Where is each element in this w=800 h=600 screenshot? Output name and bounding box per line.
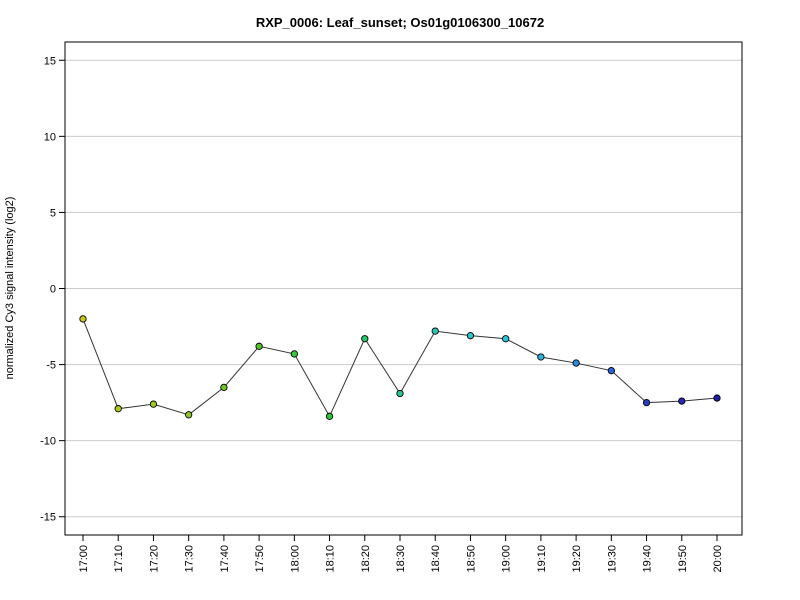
y-tick-label: 15 xyxy=(44,55,56,67)
data-point xyxy=(431,327,439,335)
x-tick-label: 19:30 xyxy=(606,545,618,573)
data-point xyxy=(220,383,228,392)
data-point xyxy=(290,350,298,358)
y-tick-label: -5 xyxy=(46,360,56,372)
y-tick-label: 5 xyxy=(50,207,56,219)
data-point xyxy=(642,398,651,407)
x-tick-label: 17:20 xyxy=(148,545,160,573)
y-axis: -15 -10 -5 0 5 10 15 xyxy=(40,55,65,524)
y-tick-label: -15 xyxy=(40,512,56,524)
x-tick-label: 18:30 xyxy=(395,545,407,573)
x-tick-label: 18:50 xyxy=(465,545,477,573)
data-point xyxy=(255,342,263,350)
x-tick-label: 17:10 xyxy=(113,545,125,573)
data-point xyxy=(114,405,122,413)
x-tick-label: 19:40 xyxy=(642,545,654,573)
x-tick-label: 17:30 xyxy=(184,545,196,573)
data-point xyxy=(607,367,615,375)
gridlines xyxy=(65,59,742,518)
x-tick-label: 18:10 xyxy=(325,545,337,573)
data-point xyxy=(79,315,87,323)
data-point xyxy=(185,411,193,419)
y-tick-label: 10 xyxy=(44,131,56,143)
data-point xyxy=(502,335,510,343)
x-tick-label: 19:20 xyxy=(571,545,583,573)
data-point xyxy=(396,389,404,398)
x-tick-label: 19:00 xyxy=(501,545,513,573)
data-point xyxy=(713,394,721,402)
x-tick-label: 17:50 xyxy=(254,545,266,573)
x-tick-label: 18:20 xyxy=(360,545,372,573)
chart-title: RXP_0006: Leaf_sunset; Os01g0106300_1067… xyxy=(256,15,544,30)
data-point xyxy=(537,353,545,361)
x-tick-label: 18:40 xyxy=(430,545,442,573)
series xyxy=(79,315,721,420)
x-tick-label: 19:50 xyxy=(677,545,689,573)
y-tick-label: -10 xyxy=(40,436,56,448)
x-axis: 17:00 17:10 17:20 17:30 17:40 17:50 18:00 18:10… xyxy=(78,534,724,573)
data-point xyxy=(361,335,369,343)
data-point xyxy=(466,332,475,340)
x-tick-label: 19:10 xyxy=(536,545,548,573)
data-point xyxy=(325,412,334,420)
x-tick-label: 17:00 xyxy=(78,545,90,573)
x-tick-label: 17:40 xyxy=(219,545,231,573)
data-point xyxy=(572,359,580,367)
x-tick-label: 20:00 xyxy=(712,545,724,573)
y-tick-label: 0 xyxy=(50,284,56,296)
data-point xyxy=(678,397,686,405)
x-tick-label: 18:00 xyxy=(289,545,301,573)
data-point xyxy=(149,400,158,408)
y-axis-label: normalized Cy3 signal intensity (log2) xyxy=(4,197,16,380)
